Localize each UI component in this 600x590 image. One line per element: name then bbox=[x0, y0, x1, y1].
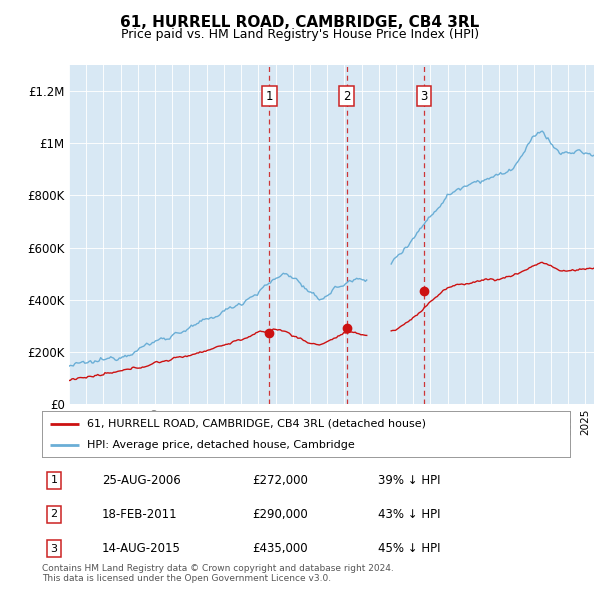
Text: 2: 2 bbox=[343, 90, 350, 103]
Text: 1: 1 bbox=[266, 90, 273, 103]
Text: 61, HURRELL ROAD, CAMBRIDGE, CB4 3RL: 61, HURRELL ROAD, CAMBRIDGE, CB4 3RL bbox=[121, 15, 479, 30]
Text: 18-FEB-2011: 18-FEB-2011 bbox=[102, 508, 178, 521]
Text: 3: 3 bbox=[50, 544, 58, 553]
Text: 1: 1 bbox=[50, 476, 58, 485]
Text: 39% ↓ HPI: 39% ↓ HPI bbox=[378, 474, 440, 487]
Text: £435,000: £435,000 bbox=[252, 542, 308, 555]
Text: Contains HM Land Registry data © Crown copyright and database right 2024.
This d: Contains HM Land Registry data © Crown c… bbox=[42, 563, 394, 583]
Text: 3: 3 bbox=[420, 90, 428, 103]
Text: 25-AUG-2006: 25-AUG-2006 bbox=[102, 474, 181, 487]
Text: Price paid vs. HM Land Registry's House Price Index (HPI): Price paid vs. HM Land Registry's House … bbox=[121, 28, 479, 41]
Text: 61, HURRELL ROAD, CAMBRIDGE, CB4 3RL (detached house): 61, HURRELL ROAD, CAMBRIDGE, CB4 3RL (de… bbox=[87, 419, 426, 429]
Text: HPI: Average price, detached house, Cambridge: HPI: Average price, detached house, Camb… bbox=[87, 440, 355, 450]
Text: 2: 2 bbox=[50, 510, 58, 519]
Text: £290,000: £290,000 bbox=[252, 508, 308, 521]
Text: £272,000: £272,000 bbox=[252, 474, 308, 487]
Text: 43% ↓ HPI: 43% ↓ HPI bbox=[378, 508, 440, 521]
Text: 14-AUG-2015: 14-AUG-2015 bbox=[102, 542, 181, 555]
Text: 45% ↓ HPI: 45% ↓ HPI bbox=[378, 542, 440, 555]
